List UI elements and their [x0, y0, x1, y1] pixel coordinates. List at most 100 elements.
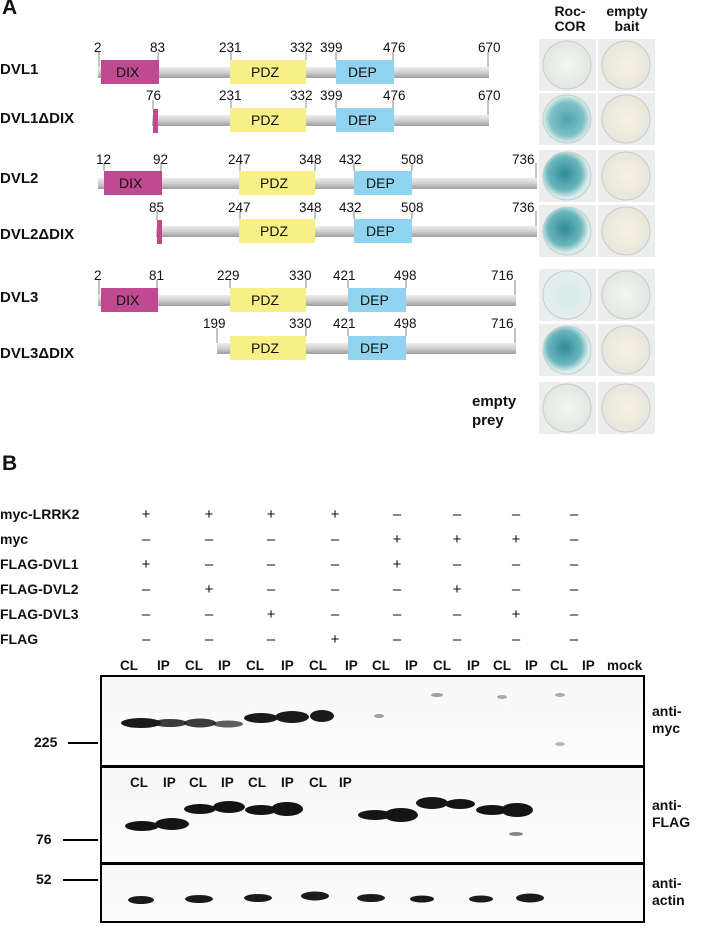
residue-number: 81: [149, 268, 165, 283]
condition-cell: +: [392, 531, 402, 548]
band: [445, 799, 475, 809]
condition-cell: –: [569, 531, 579, 548]
well-empty-prey-roccor: [542, 383, 592, 433]
dix-label: DIX: [116, 64, 140, 80]
dep-domain: [348, 288, 406, 312]
pdz-label: PDZ: [260, 175, 288, 191]
band: [244, 713, 278, 723]
construct-dvl2: [98, 163, 537, 195]
residue-number: 330: [289, 316, 312, 331]
condition-cell: +: [511, 606, 521, 623]
dix-remnant: [153, 109, 158, 133]
band: [184, 804, 216, 814]
condition-cell: –: [569, 506, 579, 523]
residue-number: 716: [491, 316, 514, 331]
residue-number: 476: [383, 40, 406, 55]
backbone: [98, 178, 537, 189]
well-dvl2-delta-dix-roccor: [542, 206, 592, 256]
empty-bait-column-header: empty bait: [606, 3, 648, 34]
panel-a-label: A: [2, 0, 18, 19]
lane-label: IP: [163, 775, 176, 790]
band: [374, 714, 384, 718]
mw-marker-76: 76: [36, 831, 52, 847]
band: [431, 693, 443, 697]
condition-cell: –: [204, 606, 214, 623]
lane-label: IP: [339, 775, 352, 790]
blot-anti-myc: [100, 675, 645, 767]
residue-number: 92: [153, 152, 169, 167]
residue-number: 76: [146, 88, 162, 103]
band: [271, 802, 303, 816]
lane-label: IP: [582, 658, 595, 673]
band: [301, 891, 329, 901]
pdz-label: PDZ: [251, 292, 279, 308]
band: [244, 894, 272, 902]
construct-dvl1: [98, 52, 489, 84]
roccor-column-header: Roc- COR: [554, 3, 586, 34]
condition-cell: –: [392, 581, 402, 598]
lane-label: CL: [120, 658, 138, 673]
residue-number: 85: [149, 200, 165, 215]
residue-number: 736: [512, 200, 535, 215]
condition-cell: –: [452, 631, 462, 648]
row-label-myc-lrrk2: myc-LRRK2: [0, 506, 80, 522]
band: [358, 810, 392, 820]
band: [509, 832, 523, 836]
lane-label: CL: [130, 775, 148, 790]
residue-number: 432: [339, 200, 362, 215]
pdz-label: PDZ: [260, 223, 288, 239]
construct-dvl1-delta-dix: [152, 100, 489, 133]
lane-label: IP: [345, 658, 358, 673]
band: [245, 805, 277, 815]
residue-number: 476: [383, 88, 406, 103]
lane-label: CL: [185, 658, 203, 673]
condition-cell: –: [511, 506, 521, 523]
band: [275, 711, 309, 723]
panel-b-label: B: [2, 452, 18, 475]
condition-cell: –: [204, 556, 214, 573]
residue-number: 498: [394, 316, 417, 331]
blot-label-anti-flag: anti- FLAG: [652, 797, 691, 830]
lane-label: CL: [248, 775, 266, 790]
pdz-label: PDZ: [251, 64, 279, 80]
band: [416, 797, 448, 809]
empty-bait-wells: [598, 39, 655, 434]
band: [121, 718, 161, 728]
residue-number: 247: [228, 200, 251, 215]
condition-cell: +: [452, 581, 462, 598]
band: [501, 803, 533, 817]
lane-label: IP: [218, 658, 231, 673]
residue-number: 231: [219, 40, 242, 55]
dep-domain: [336, 108, 394, 132]
residue-number: 421: [333, 316, 356, 331]
condition-cell: –: [392, 506, 402, 523]
row-label-flag-dvl1: FLAG-DVL1: [0, 556, 79, 572]
residue-number: 736: [512, 152, 535, 167]
band: [516, 893, 544, 903]
condition-cell: –: [511, 631, 521, 648]
dep-label: DEP: [366, 175, 395, 191]
condition-cell: +: [266, 506, 276, 523]
condition-cell: –: [569, 581, 579, 598]
blot-anti-flag: [100, 766, 645, 864]
lane-label: CL: [246, 658, 264, 673]
empty-prey-label: empty prey: [472, 393, 517, 429]
well-dvl1-delta-dix-roccor: [542, 94, 592, 144]
condition-cell: +: [204, 581, 214, 598]
residue-number: 332: [290, 40, 313, 55]
lane-label: CL: [189, 775, 207, 790]
dep-domain: [348, 336, 406, 360]
band: [469, 895, 493, 903]
residue-number: 231: [219, 88, 242, 103]
construct-dvl3-delta-dix: [216, 328, 516, 360]
band: [310, 710, 334, 722]
condition-cell: –: [511, 581, 521, 598]
residue-number: 670: [478, 88, 501, 103]
pdz-domain: [230, 288, 306, 312]
dix-domain: [104, 171, 162, 195]
row-label-myc: myc: [0, 531, 29, 547]
condition-cell: –: [204, 531, 214, 548]
condition-cell: +: [330, 631, 340, 648]
condition-cell: +: [330, 506, 340, 523]
residue-number: 432: [339, 152, 362, 167]
